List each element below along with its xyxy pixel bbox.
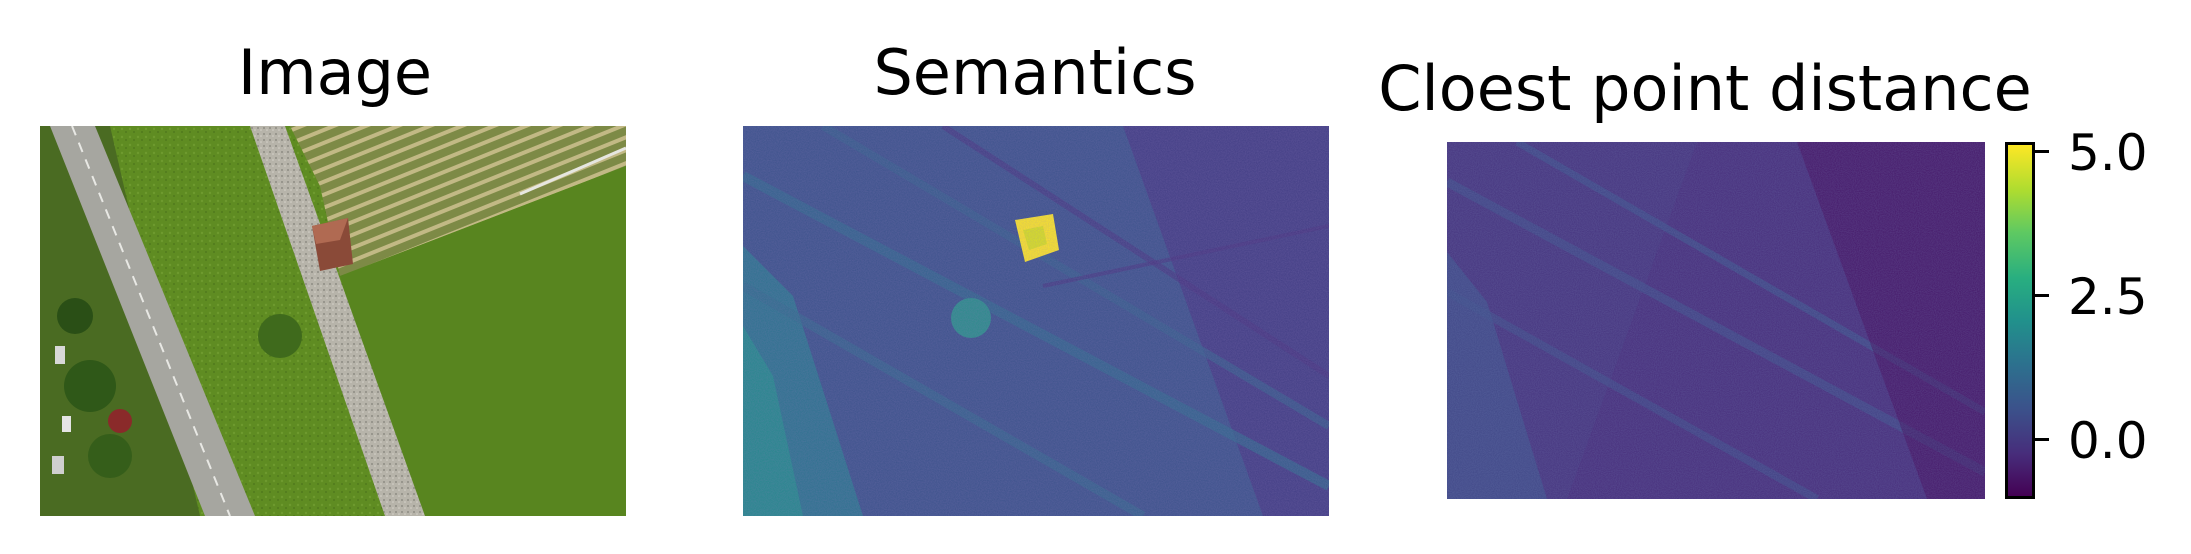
distance-map-panel [1447,142,1985,499]
aerial-image-panel [40,126,626,516]
colorbar-tick [2035,294,2049,297]
distance-panel-title: Cloest point distance [1378,52,2032,125]
colorbar-tick-label: 5.0 [2068,124,2148,182]
colorbar-tick-label: 2.5 [2068,268,2148,326]
semantics-map [743,126,1329,516]
distance-map [1447,142,1985,499]
semantics-map-panel [743,126,1329,516]
colorbar [2005,142,2035,499]
colorbar-tick-label: 0.0 [2068,412,2148,470]
colorbar-tick [2035,150,2049,153]
image-panel-title: Image [237,36,433,109]
colorbar-tick [2035,438,2049,441]
aerial-image [40,126,626,516]
semantics-panel-title: Semantics [873,36,1197,109]
